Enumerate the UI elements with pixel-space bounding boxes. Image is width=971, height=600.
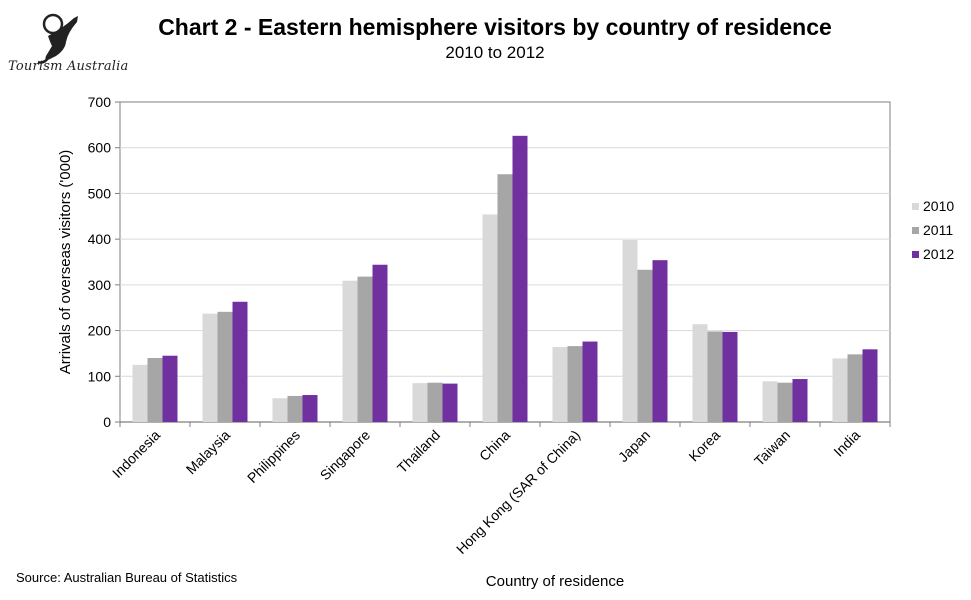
bar-2011 bbox=[217, 311, 233, 422]
bar-2010 bbox=[482, 214, 498, 422]
bar-2011 bbox=[707, 331, 723, 422]
bar-2011 bbox=[497, 174, 513, 422]
bar-2010 bbox=[342, 280, 358, 422]
legend-swatch-2012 bbox=[912, 251, 919, 258]
bar-2011 bbox=[147, 358, 163, 422]
legend-swatch-2010 bbox=[912, 203, 919, 210]
x-tick-label: Hong Kong (SAR of China) bbox=[453, 427, 583, 557]
bar-2010 bbox=[132, 364, 148, 422]
bar-2012 bbox=[792, 379, 808, 422]
bar-2011 bbox=[777, 382, 793, 422]
bar-2011 bbox=[427, 382, 443, 422]
x-axis-title: Country of residence bbox=[486, 573, 624, 590]
bar-2010 bbox=[762, 381, 778, 422]
y-tick-label: 600 bbox=[88, 140, 112, 156]
x-tick-label: Singapore bbox=[317, 427, 374, 484]
logo-text: Tourism Australia bbox=[8, 59, 129, 74]
tourism-australia-logo bbox=[8, 6, 128, 82]
bar-2012 bbox=[862, 349, 878, 422]
x-tick-label: Korea bbox=[685, 427, 723, 465]
bar-2012 bbox=[442, 383, 458, 422]
bar-2012 bbox=[652, 260, 668, 422]
y-tick-label: 200 bbox=[88, 323, 112, 339]
bar-2012 bbox=[302, 395, 318, 422]
legend-swatch-2011 bbox=[912, 227, 919, 234]
bar-2011 bbox=[637, 269, 653, 422]
y-axis-title: Arrivals of overseas visitors ('000) bbox=[57, 150, 74, 375]
bar-2010 bbox=[272, 398, 288, 422]
bar-2012 bbox=[372, 264, 388, 422]
y-tick-label: 500 bbox=[88, 185, 112, 201]
bar-2010 bbox=[412, 383, 428, 422]
bar-2012 bbox=[512, 135, 528, 423]
x-tick-label: Thailand bbox=[394, 427, 443, 476]
x-tick-label: Japan bbox=[615, 427, 653, 465]
bar-2011 bbox=[847, 354, 863, 422]
chart-title: Chart 2 - Eastern hemisphere visitors by… bbox=[158, 14, 832, 40]
bar-2010 bbox=[552, 347, 568, 422]
x-tick-label: China bbox=[476, 427, 513, 464]
x-tick-label: India bbox=[830, 427, 863, 460]
source-note: Source: Australian Bureau of Statistics bbox=[16, 570, 238, 585]
x-tick-label: Philippines bbox=[244, 427, 303, 486]
bar-2010 bbox=[622, 240, 638, 422]
y-tick-label: 400 bbox=[88, 231, 112, 247]
bar-2012 bbox=[162, 355, 178, 422]
bar-2012 bbox=[722, 331, 738, 422]
bar-2011 bbox=[287, 395, 303, 422]
bar-2012 bbox=[582, 341, 598, 422]
bar-2010 bbox=[832, 358, 848, 422]
bar-2011 bbox=[567, 346, 583, 422]
kangaroo-icon bbox=[37, 13, 78, 64]
bar-2012 bbox=[232, 301, 248, 422]
legend-label-2010: 2010 bbox=[923, 198, 954, 214]
y-tick-label: 100 bbox=[88, 368, 112, 384]
bar-2011 bbox=[357, 276, 373, 422]
y-tick-label: 0 bbox=[103, 414, 111, 430]
chart-subtitle: 2010 to 2012 bbox=[445, 43, 545, 62]
x-tick-label: Indonesia bbox=[109, 427, 163, 481]
bar-2010 bbox=[692, 324, 708, 422]
legend-label-2011: 2011 bbox=[923, 222, 953, 238]
bar-2010 bbox=[202, 313, 218, 422]
y-tick-label: 300 bbox=[88, 277, 112, 293]
x-tick-label: Taiwan bbox=[751, 427, 793, 469]
x-tick-label: Malaysia bbox=[183, 427, 234, 478]
legend-label-2012: 2012 bbox=[923, 246, 954, 262]
y-tick-label: 700 bbox=[88, 94, 112, 110]
